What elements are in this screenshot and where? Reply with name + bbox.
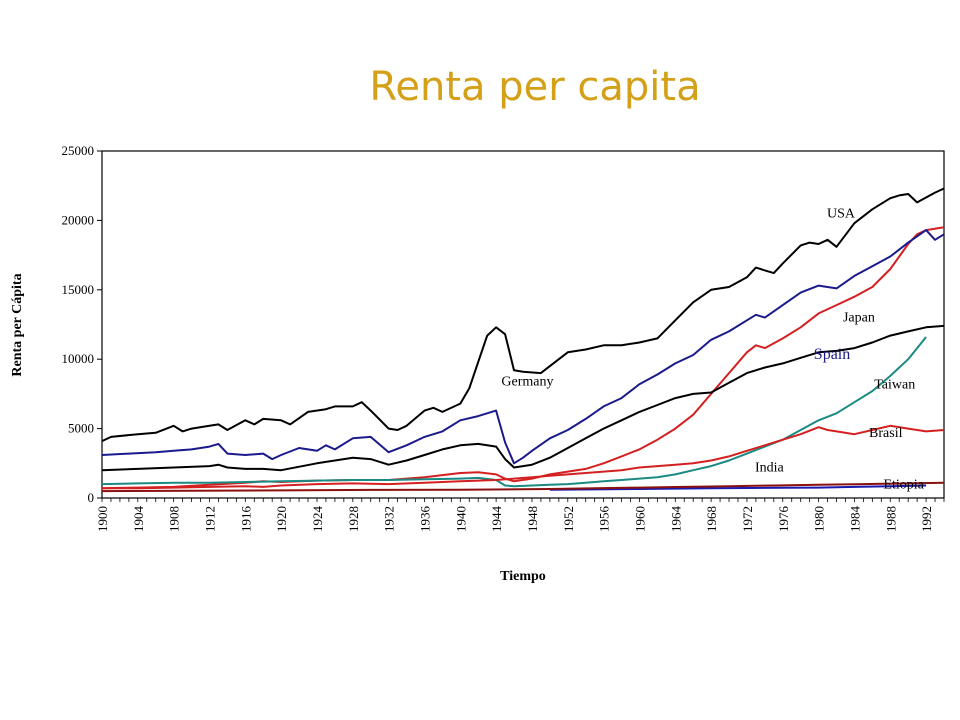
series-line-etiopia	[101, 481, 945, 493]
series-label-etiopia: Etiopia	[883, 477, 924, 492]
x-tick-label: 1912	[202, 506, 217, 532]
y-tick-label: 10000	[62, 351, 95, 366]
series-layer	[101, 187, 945, 493]
series-label-taiwan: Taiwan	[874, 377, 915, 392]
x-axis-label: Tiempo	[500, 569, 546, 584]
x-tick-label: 1948	[525, 506, 540, 532]
y-tick-label: 5000	[68, 421, 94, 436]
x-tick-label: 1932	[382, 506, 397, 532]
x-tick-label: 1928	[346, 506, 361, 532]
x-tick-label: 1960	[632, 506, 647, 532]
x-tick-label: 1920	[274, 506, 289, 532]
y-tick-label: 0	[88, 490, 95, 505]
x-axis: 1900 1904 1908 1912 1916 1920 1924 1928 1932 1936…	[95, 498, 945, 533]
series-label-usa: USA	[827, 207, 856, 222]
series-label-brasil: Brasil	[869, 426, 903, 441]
plot-area	[101, 150, 945, 499]
series-labels: USA Japan Spain Taiwan Germany Brasil India Eti…	[501, 207, 924, 493]
series-label-germany: Germany	[501, 375, 553, 390]
y-axis-label: Renta per Cápita	[10, 273, 25, 376]
series-line-brasil	[102, 424, 945, 490]
x-tick-label: 1908	[167, 506, 182, 532]
y-tick-label: 25000	[62, 143, 95, 158]
x-tick-label: 1972	[740, 506, 755, 532]
y-tick-label: 20000	[62, 212, 95, 227]
x-tick-label: 1956	[597, 506, 612, 533]
y-axis: 0 5000 10000 15000 20000 25000	[62, 143, 102, 505]
x-tick-label: 1968	[704, 506, 719, 532]
x-tick-label: 1924	[310, 506, 325, 533]
series-line-germany	[101, 324, 945, 472]
series-line-usa	[101, 187, 945, 443]
series-label-japan: Japan	[843, 311, 875, 326]
x-tick-label: 1952	[561, 506, 576, 532]
x-tick-label: 1980	[812, 506, 827, 532]
x-tick-label: 1900	[95, 506, 110, 532]
x-tick-label: 1988	[883, 506, 898, 532]
plot-frame	[101, 150, 945, 499]
x-tick-label: 1944	[489, 506, 504, 533]
x-tick-label: 1964	[668, 506, 683, 533]
series-label-india: India	[755, 461, 785, 476]
x-tick-label: 1940	[453, 506, 468, 532]
x-tick-label: 1936	[417, 506, 432, 533]
y-tick-label: 15000	[62, 282, 95, 297]
chart-title: Renta per capita	[369, 64, 700, 110]
series-line-taiwan	[101, 336, 927, 488]
x-tick-label: 1984	[847, 506, 862, 533]
series-line-india	[549, 484, 927, 491]
x-tick-label: 1992	[919, 506, 934, 532]
x-tick-label: 1976	[776, 506, 791, 533]
x-tick-label: 1916	[238, 506, 253, 533]
x-tick-label: 1904	[131, 506, 146, 533]
series-label-spain: Spain	[814, 346, 850, 363]
series-line-spain	[101, 229, 945, 465]
